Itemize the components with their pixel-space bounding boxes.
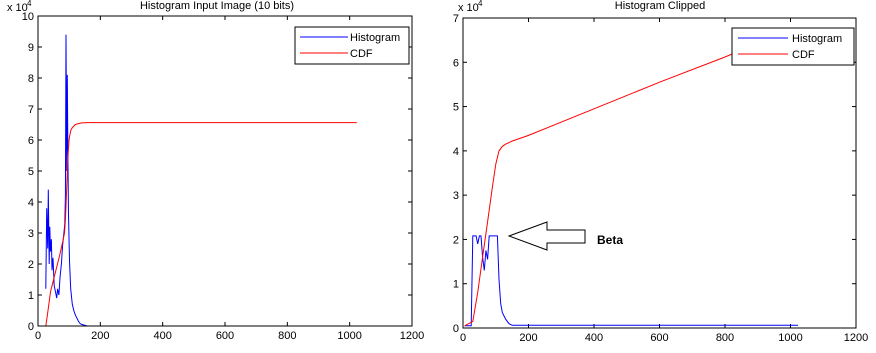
axes-box: [37, 15, 413, 327]
series-line-cdf: [464, 45, 752, 327]
y-multiplier-label: x 10: [7, 2, 28, 14]
chart-histogram-input: Histogram Input Image (10 bits) x 10 4 0…: [7, 0, 424, 342]
y-tick-label: 10: [22, 11, 34, 23]
y-tick-label: 5: [453, 102, 459, 114]
y-tick-label: 4: [28, 197, 34, 209]
legend-box: [731, 27, 855, 66]
x-tick-label: 1200: [844, 332, 868, 344]
y-tick-label: 2: [28, 259, 34, 271]
y-tick-label: 0: [453, 323, 459, 335]
legend-label-cdf: CDF: [350, 48, 373, 60]
annotation-label: Beta: [597, 233, 623, 247]
x-tick-label: 0: [35, 330, 41, 342]
x-tick-label: 600: [216, 330, 234, 342]
chart-title: Histogram Input Image (10 bits): [140, 0, 294, 12]
y-tick-label: 3: [28, 228, 34, 240]
y-tick-label: 5: [28, 166, 34, 178]
x-tick-label: 800: [278, 330, 296, 342]
y-tick-label: 8: [28, 73, 34, 85]
y-multiplier-exponent: 4: [478, 0, 483, 8]
y-tick-label: 7: [28, 104, 34, 116]
y-tick-label: 7: [453, 13, 459, 25]
legend-label-histogram: Histogram: [350, 32, 400, 44]
x-tick-label: 200: [519, 332, 537, 344]
x-tick-label: 1000: [778, 332, 802, 344]
y-tick-label: 0: [28, 321, 34, 333]
y-tick-label: 1: [453, 279, 459, 291]
x-tick-label: 600: [650, 332, 668, 344]
x-tick-label: 400: [153, 330, 171, 342]
legend: Histogram CDF: [731, 27, 855, 66]
y-multiplier-exponent: 4: [27, 0, 32, 8]
y-tick-label: 6: [28, 135, 34, 147]
x-tick-label: 1200: [400, 330, 424, 342]
y-tick-label: 1: [28, 290, 34, 302]
x-tick-label: 1000: [337, 330, 361, 342]
beta-annotation: Beta: [507, 221, 623, 251]
series-line-cdf: [45, 122, 357, 327]
legend: Histogram CDF: [294, 26, 410, 65]
x-tick-label: 200: [91, 330, 109, 342]
y-tick-label: 9: [28, 42, 34, 54]
y-tick-label: 2: [453, 234, 459, 246]
legend-box: [294, 26, 410, 65]
series-line-histogram: [464, 235, 798, 327]
x-tick-label: 0: [460, 332, 466, 344]
y-tick-label: 3: [453, 190, 459, 202]
y-multiplier-label: x 10: [458, 2, 479, 14]
axes-box: [462, 17, 857, 329]
chart-title: Histogram Clipped: [615, 0, 705, 12]
y-tick-label: 4: [453, 146, 459, 158]
x-tick-label: 400: [585, 332, 603, 344]
y-tick-label: 6: [453, 57, 459, 69]
chart-histogram-clipped: Histogram Clipped x 10 4 0 200 400 600 800 10…: [453, 0, 868, 344]
legend-label-histogram: Histogram: [792, 33, 842, 45]
annotation-arrow: [507, 221, 586, 251]
x-tick-label: 800: [716, 332, 734, 344]
legend-label-cdf: CDF: [792, 49, 815, 61]
